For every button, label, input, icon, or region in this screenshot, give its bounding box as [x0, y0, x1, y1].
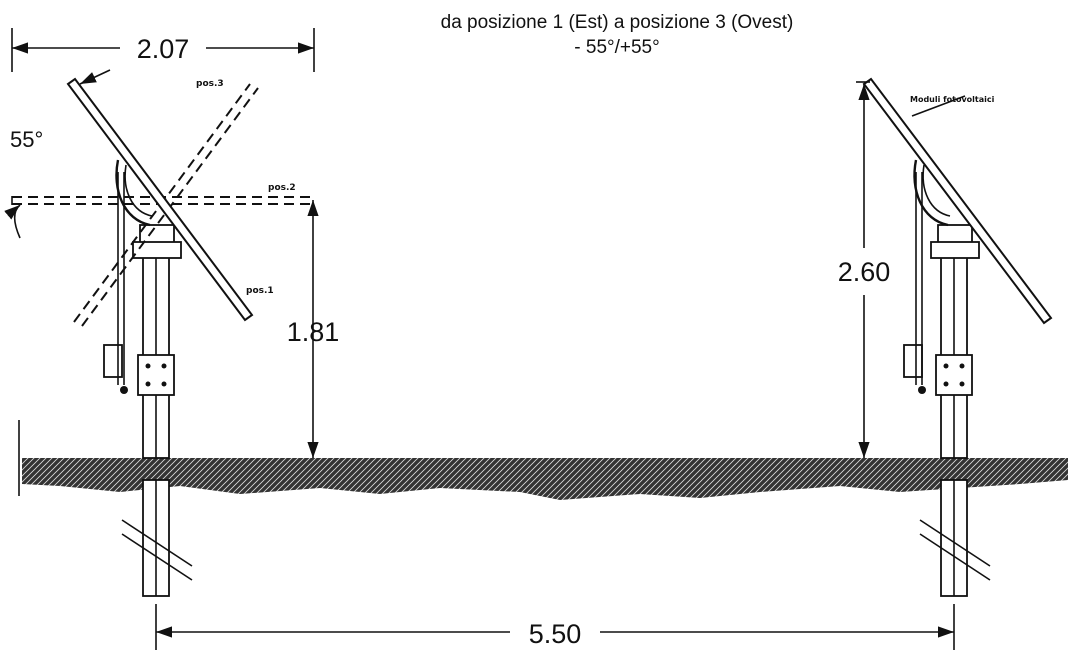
tracker-right [862, 77, 1053, 597]
angle-arc [4, 204, 21, 239]
title-line2: - 55°/+55° [574, 37, 659, 58]
dim-row-spacing-label: 5.50 [529, 619, 582, 649]
module-leader [911, 95, 966, 117]
dim-panel-width [11, 28, 315, 72]
module-label: Moduli fotovoltaici [910, 95, 995, 104]
dim-max-height-label: 2.60 [838, 257, 891, 287]
angle-label: 55° [10, 127, 43, 152]
panel-right-solid [862, 77, 1053, 325]
title-line1: da posizione 1 (Est) a posizione 3 (Oves… [441, 12, 794, 33]
dim-pivot-height-label: 1.81 [287, 317, 340, 347]
panel-pos1-solid [66, 77, 254, 322]
pos1-label: pos.1 [246, 286, 274, 296]
dim-panel-width-label: 2.07 [137, 34, 190, 64]
pos3-label: pos.3 [196, 79, 224, 89]
ground [18, 420, 1068, 500]
dim-row-spacing [155, 604, 955, 650]
pos2-label: pos.2 [268, 183, 296, 193]
dim-max-height [856, 81, 870, 458]
tracker-left [4, 69, 312, 597]
